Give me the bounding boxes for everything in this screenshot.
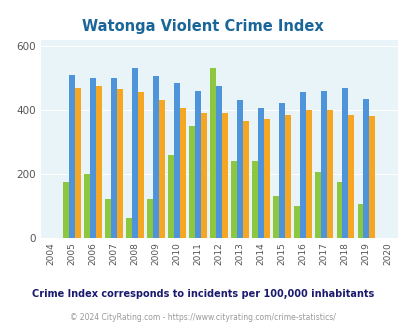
Bar: [321, 91, 326, 238]
Bar: [252, 161, 258, 238]
Bar: [362, 99, 369, 238]
Bar: [369, 116, 374, 238]
Bar: [126, 218, 132, 238]
Text: Watonga Violent Crime Index: Watonga Violent Crime Index: [82, 19, 323, 34]
Bar: [180, 108, 185, 238]
Bar: [285, 115, 290, 238]
Text: © 2024 CityRating.com - https://www.cityrating.com/crime-statistics/: © 2024 CityRating.com - https://www.city…: [70, 313, 335, 322]
Bar: [189, 126, 195, 238]
Bar: [305, 110, 311, 238]
Bar: [273, 196, 279, 238]
Bar: [147, 199, 153, 238]
Bar: [168, 154, 174, 238]
Bar: [96, 86, 102, 238]
Bar: [200, 113, 207, 238]
Bar: [294, 206, 300, 238]
Bar: [216, 86, 222, 238]
Bar: [279, 104, 285, 238]
Bar: [84, 174, 90, 238]
Bar: [300, 92, 305, 238]
Bar: [153, 76, 159, 238]
Bar: [69, 75, 75, 238]
Bar: [347, 115, 353, 238]
Bar: [210, 68, 216, 238]
Bar: [243, 121, 249, 238]
Bar: [341, 87, 347, 238]
Bar: [357, 204, 362, 238]
Bar: [117, 89, 123, 238]
Bar: [63, 182, 69, 238]
Bar: [237, 100, 243, 238]
Bar: [90, 78, 96, 238]
Bar: [138, 92, 144, 238]
Bar: [231, 161, 237, 238]
Bar: [105, 199, 111, 238]
Bar: [159, 100, 164, 238]
Bar: [111, 78, 117, 238]
Bar: [195, 91, 200, 238]
Bar: [326, 111, 333, 238]
Bar: [336, 182, 341, 238]
Bar: [315, 172, 321, 238]
Bar: [132, 68, 138, 238]
Text: Crime Index corresponds to incidents per 100,000 inhabitants: Crime Index corresponds to incidents per…: [32, 289, 373, 299]
Bar: [75, 87, 81, 238]
Bar: [264, 119, 269, 238]
Bar: [258, 108, 264, 238]
Bar: [222, 113, 228, 238]
Bar: [174, 83, 180, 238]
